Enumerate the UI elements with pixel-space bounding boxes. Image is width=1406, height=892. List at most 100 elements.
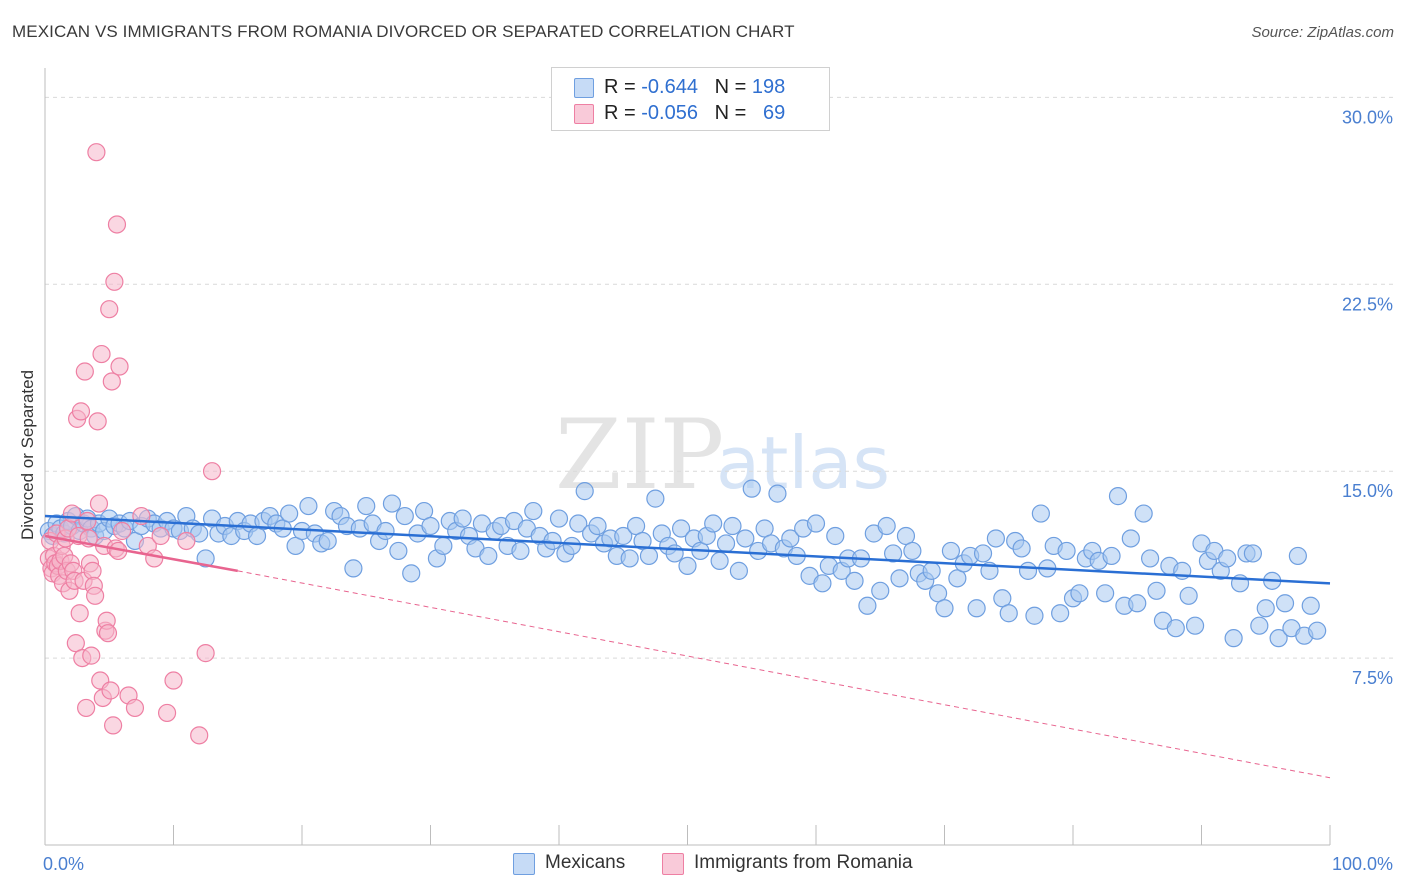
- romania-point: [66, 634, 85, 653]
- mexicans-point: [755, 519, 774, 538]
- romania-point: [89, 494, 109, 513]
- mexicans-point: [729, 561, 749, 580]
- legend-n-label: N =: [714, 102, 752, 124]
- mexicans-point: [569, 514, 588, 533]
- mexicans-point: [1057, 541, 1076, 561]
- mexicans-point: [1179, 586, 1198, 605]
- x-tick-label-max: 100.0%: [1332, 854, 1393, 874]
- mexicans-point: [845, 571, 864, 590]
- mexicans-point: [871, 581, 890, 600]
- romania-point: [101, 681, 120, 700]
- bottom-legend-label-romania: Immigrants from Romania: [694, 852, 913, 873]
- romania-point: [112, 521, 132, 541]
- mexicans-point: [562, 536, 581, 556]
- mexicans-point: [890, 569, 909, 588]
- y-axis-label: Divorced or Separated: [18, 370, 37, 540]
- mexicans-point: [543, 531, 562, 551]
- chart-title: MEXICAN VS IMMIGRANTS FROM ROMANIA DIVOR…: [12, 22, 795, 41]
- romania-trend-line: [44, 534, 238, 573]
- mexicans-point: [1128, 594, 1147, 613]
- mexicans-point: [973, 544, 993, 563]
- romania-point: [77, 698, 96, 718]
- mexicans-point: [376, 521, 395, 541]
- romania-point: [86, 586, 105, 605]
- mexicans-point: [414, 501, 434, 521]
- romania-point: [196, 644, 215, 663]
- mexicans-point: [382, 494, 402, 513]
- legend-n-value: 69: [763, 102, 786, 124]
- mexicans-point: [826, 526, 845, 546]
- mexicans-point: [344, 559, 363, 578]
- mexicans-point: [723, 516, 742, 536]
- mexicans-point: [286, 536, 305, 556]
- romania-point: [75, 362, 94, 381]
- mexicans-point: [646, 489, 665, 508]
- trend-lines: [44, 514, 1331, 779]
- romania-point: [71, 402, 91, 421]
- romania-point: [110, 357, 129, 376]
- romania-point: [70, 604, 89, 623]
- mexicans-point: [389, 541, 408, 561]
- mexicans-point: [1096, 584, 1115, 603]
- romania-point: [157, 703, 177, 723]
- legend-r-value: -0.644: [641, 76, 698, 98]
- mexicans-point: [1256, 599, 1275, 618]
- mexicans-point: [1018, 561, 1038, 580]
- legend-r-label: R =: [604, 102, 642, 124]
- mexicans-point: [928, 584, 948, 603]
- mexicans-point: [883, 544, 903, 563]
- mexicans-point: [768, 484, 787, 503]
- mexicans-point: [813, 574, 832, 593]
- watermark: ZIP atlas: [555, 399, 890, 511]
- romania-series: [39, 143, 222, 745]
- mexicans-point: [948, 569, 967, 588]
- romania-point: [125, 698, 145, 718]
- mexicans-point: [967, 599, 986, 618]
- x-tick-label-min: 0.0%: [43, 854, 84, 874]
- y-tick-label: 7.5%: [1352, 668, 1393, 688]
- mexicans-point: [1301, 596, 1320, 615]
- mexicans-point: [736, 529, 755, 548]
- mexicans-point: [549, 509, 569, 528]
- bottom-legend-label-mexicans: Mexicans: [545, 852, 626, 873]
- mexicans-point: [588, 516, 607, 536]
- mexicans-point: [704, 514, 723, 533]
- mexicans-point: [280, 504, 299, 523]
- mexicans-point: [742, 479, 761, 498]
- mexicans-point: [620, 549, 639, 568]
- mexicans-point: [999, 604, 1018, 623]
- romania-point: [145, 549, 164, 568]
- mexicans-point: [421, 516, 440, 536]
- mexicans-point: [639, 546, 659, 566]
- romania-point: [151, 526, 170, 546]
- mexicans-point: [1250, 616, 1269, 635]
- legend-n-label: N =: [714, 76, 752, 98]
- mexicans-point: [633, 531, 652, 551]
- mexicans-point: [196, 549, 215, 568]
- mexicans-point: [877, 516, 896, 536]
- mexicans-point: [1308, 621, 1327, 640]
- mexicans-point: [395, 506, 414, 526]
- legend-text-mexicans: R = -0.644 N = 198: [604, 76, 785, 99]
- mexicans-point: [453, 509, 472, 528]
- romania-point: [107, 215, 127, 234]
- legend-swatch-pink: [574, 104, 594, 124]
- mexicans-trend-line: [44, 514, 1331, 585]
- romania-point: [78, 511, 97, 531]
- mexicans-point: [1121, 529, 1140, 548]
- mexicans-point: [678, 556, 697, 575]
- mexicans-point: [935, 599, 954, 618]
- romania-point: [202, 462, 222, 481]
- bottom-legend-swatch-pink: [662, 853, 684, 875]
- mexicans-point: [318, 531, 337, 551]
- mexicans-point: [710, 551, 729, 571]
- romania-point: [100, 300, 119, 319]
- romania-point: [62, 504, 82, 523]
- y-tick-label: 15.0%: [1342, 481, 1393, 501]
- romania-point: [102, 372, 121, 391]
- axes: 0.0% 100.0%: [43, 68, 1393, 874]
- mexicans-point: [1012, 539, 1031, 558]
- mexicans-point: [1134, 504, 1153, 523]
- watermark-atlas-text: atlas: [716, 421, 890, 505]
- mexicans-point: [402, 564, 421, 583]
